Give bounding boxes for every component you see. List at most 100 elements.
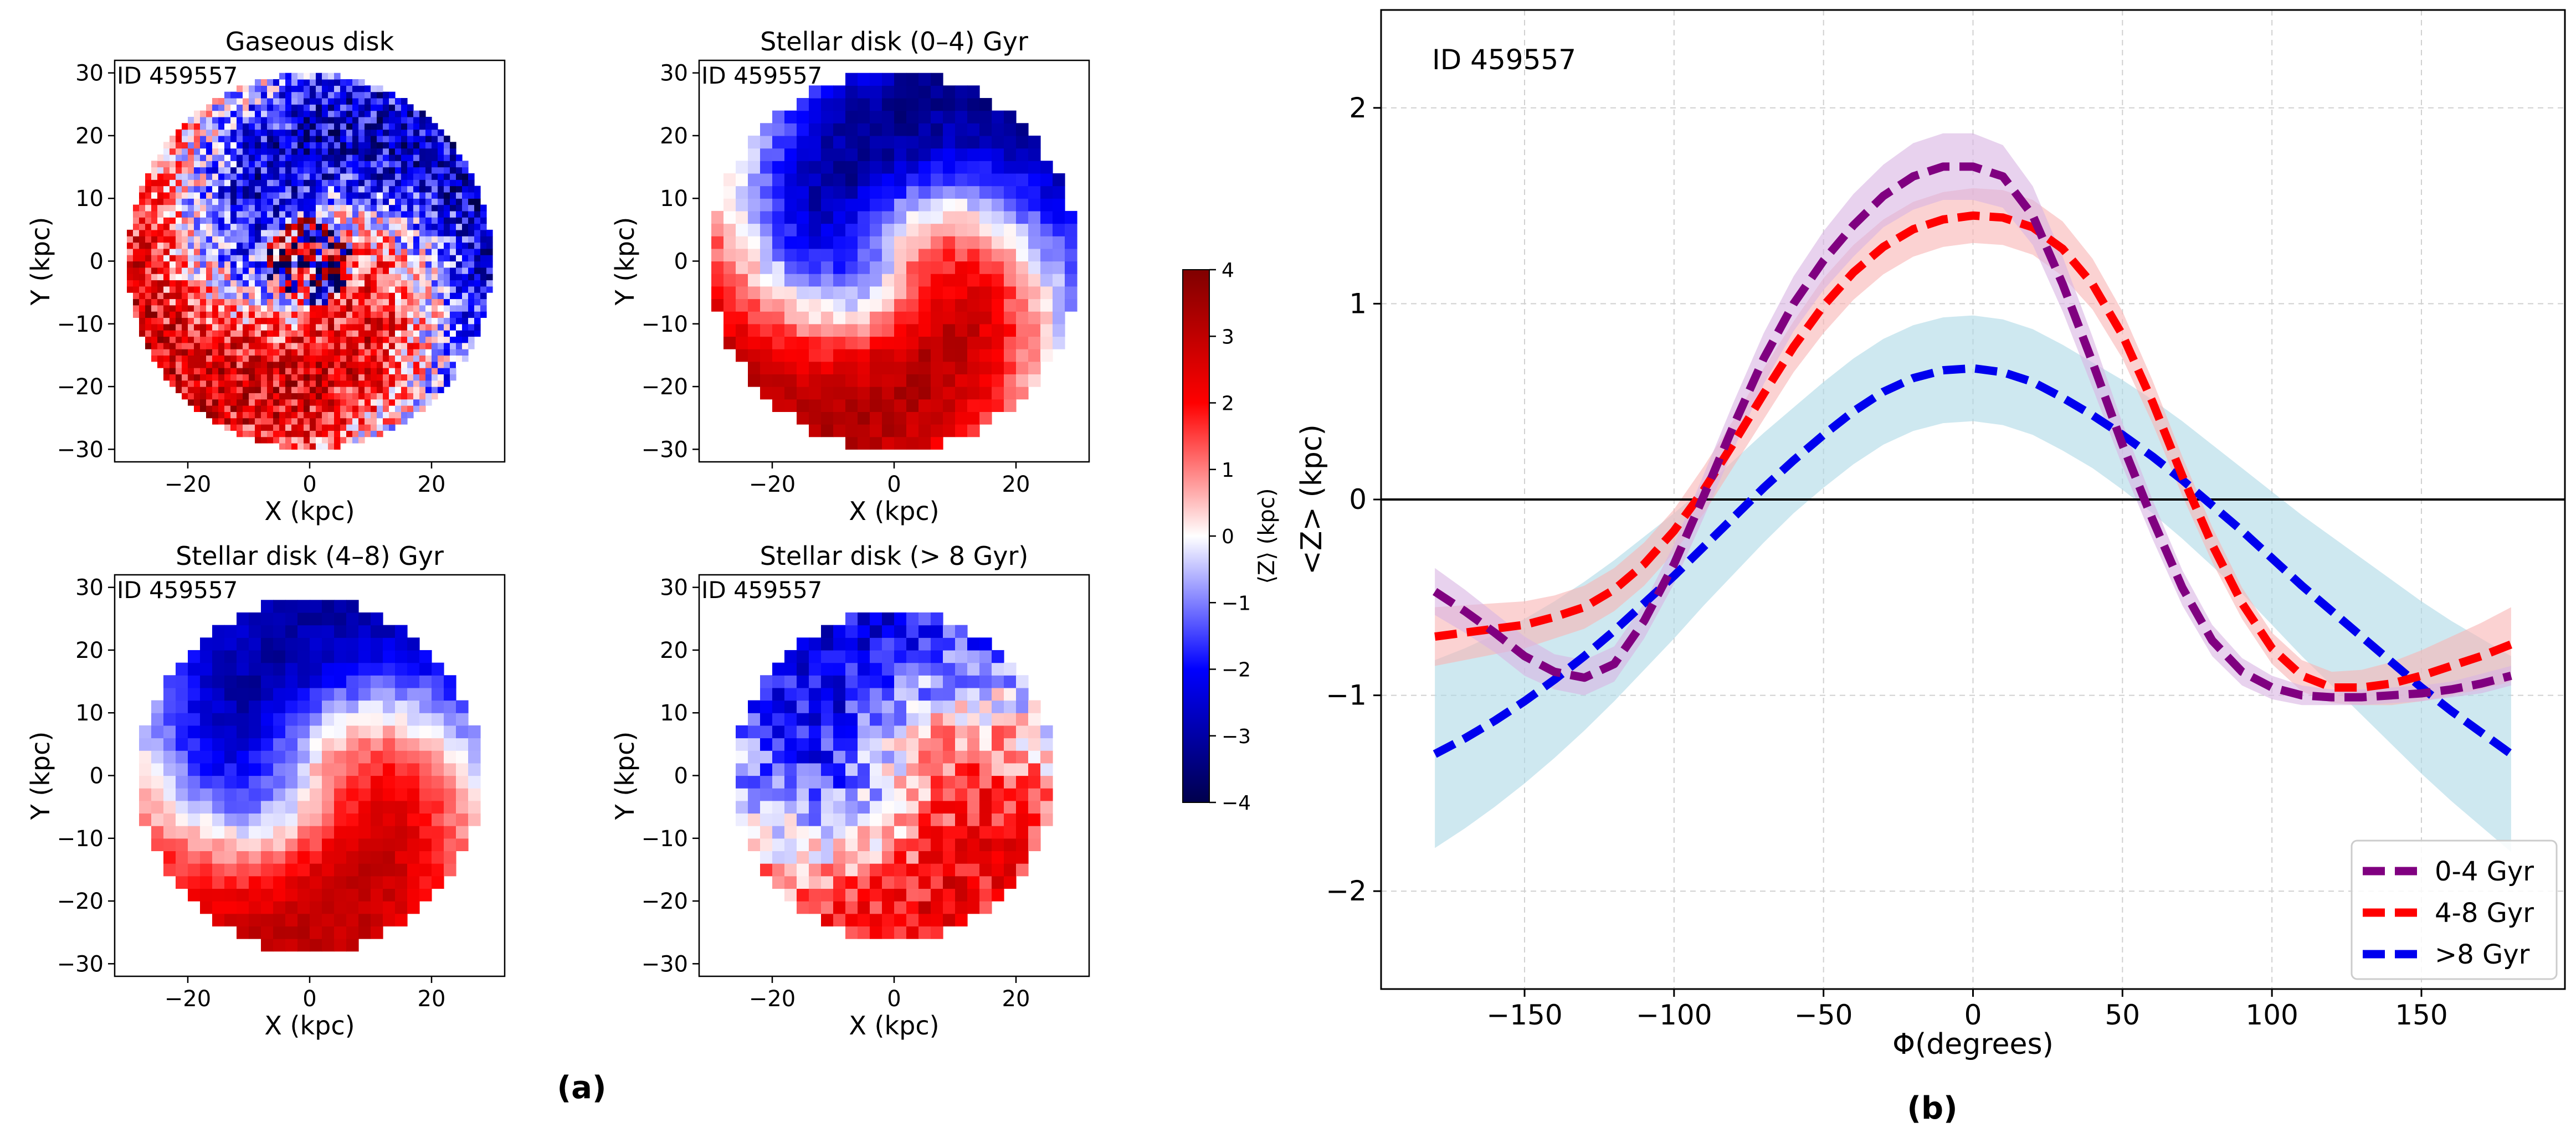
heatmap-cell <box>139 286 146 293</box>
heatmap-cell <box>395 286 402 293</box>
heatmap-cell <box>365 229 371 236</box>
heatmap-cell <box>456 323 463 331</box>
heatmap-cell <box>322 342 329 349</box>
colorbar-tick-label: 0 <box>1222 526 1234 548</box>
heatmap-cell <box>419 393 426 400</box>
heatmap-cell <box>230 255 237 262</box>
heatmap-cell <box>882 374 895 387</box>
heatmap-cell <box>358 223 365 230</box>
heatmap-cell <box>322 210 329 218</box>
heatmap-cell <box>450 274 456 281</box>
heatmap-cell <box>979 725 992 739</box>
heatmap-cell <box>310 430 316 437</box>
heatmap-cell <box>797 311 809 325</box>
heatmap-cell <box>151 267 158 274</box>
heatmap-cell <box>322 612 335 626</box>
heatmap-cell <box>334 186 341 193</box>
heatmap-cell <box>267 323 274 331</box>
heatmap-ylabel: Y (kpc) <box>610 217 640 306</box>
heatmap-cell <box>163 173 170 180</box>
heatmap-cell <box>200 198 207 205</box>
heatmap-cell <box>979 826 992 839</box>
heatmap-cell <box>845 424 858 437</box>
heatmap-cell <box>438 161 444 168</box>
heatmap-cell <box>255 298 261 306</box>
heatmap-cell <box>967 198 980 212</box>
heatmap-cell <box>151 204 158 212</box>
heatmap-cell <box>255 217 261 224</box>
heatmap-cell <box>1040 800 1053 814</box>
heatmap-cell <box>163 248 170 255</box>
heatmap-cell <box>358 374 365 381</box>
heatmap-cell <box>1028 323 1041 337</box>
heatmap-cell <box>371 430 377 437</box>
heatmap-cell <box>870 913 882 926</box>
heatmap-cell <box>352 248 359 255</box>
heatmap-cell <box>261 863 274 877</box>
heatmap-cell <box>943 750 956 764</box>
heatmap-cell <box>304 135 310 142</box>
heatmap-cell <box>157 242 164 249</box>
heatmap-cell <box>833 725 846 739</box>
heatmap-cell <box>760 261 773 274</box>
heatmap-cell <box>346 361 353 368</box>
heatmap-cell <box>243 192 249 199</box>
heatmap-cell <box>163 775 176 789</box>
heatmap-cell <box>163 349 170 356</box>
heatmap-cell <box>1028 750 1041 764</box>
heatmap-cell <box>395 336 402 343</box>
heatmap-cell <box>182 129 188 136</box>
heatmap-cell <box>1004 186 1017 199</box>
heatmap-cell <box>249 851 261 864</box>
heatmap-cell <box>870 424 882 437</box>
heatmap-cell <box>419 292 426 300</box>
heatmap-cell <box>967 687 980 701</box>
heatmap-cells <box>711 73 1077 450</box>
heatmap-cell <box>316 167 322 174</box>
heatmap-cell <box>1004 361 1017 375</box>
heatmap-cell <box>979 411 992 425</box>
heatmap-cell <box>882 210 895 224</box>
heatmap-cell <box>979 198 992 212</box>
heatmap-cell <box>334 662 347 676</box>
heatmap-cell <box>894 826 907 839</box>
heatmap-cell <box>291 192 298 199</box>
heatmap-cell <box>419 123 426 130</box>
heatmap-cell <box>334 292 341 300</box>
heatmap-cell <box>182 135 188 142</box>
heatmap-cell <box>182 229 188 236</box>
heatmap-cell <box>243 242 249 249</box>
heatmap-cell <box>797 349 809 362</box>
heatmap-cell <box>358 154 365 161</box>
heatmap-cell <box>462 179 469 187</box>
heatmap-cell <box>371 217 377 224</box>
heatmap-cell <box>882 800 895 814</box>
heatmap-cell <box>967 97 980 111</box>
heatmap-cell <box>723 236 736 249</box>
heatmap-cell <box>249 280 255 287</box>
heatmap-cell <box>297 116 304 123</box>
heatmap-cell <box>882 148 895 161</box>
heatmap-cell <box>389 387 396 393</box>
heatmap-cell <box>389 405 396 412</box>
heatmap-cell <box>291 217 298 224</box>
heatmap-cell <box>279 411 286 419</box>
heatmap-cell <box>170 135 176 142</box>
heatmap-cell <box>858 876 870 889</box>
heatmap-cell <box>297 236 304 243</box>
heatmap-cell <box>297 405 304 412</box>
heatmap-cell <box>383 763 396 776</box>
heatmap-cell <box>346 750 359 764</box>
heatmap-cell <box>230 167 237 174</box>
heatmap-cell <box>176 305 182 312</box>
heatmap-cell <box>273 274 280 281</box>
heatmap-cell <box>371 342 377 349</box>
heatmap-cell <box>249 210 255 218</box>
heatmap-cell <box>906 700 919 713</box>
heatmap-cell <box>358 418 365 425</box>
heatmap-cell <box>328 342 335 349</box>
heatmap-cell <box>230 204 237 212</box>
panel-b-label: (b) <box>1907 1090 1957 1126</box>
heatmap-cell <box>304 292 310 300</box>
heatmap-cell <box>188 838 201 852</box>
